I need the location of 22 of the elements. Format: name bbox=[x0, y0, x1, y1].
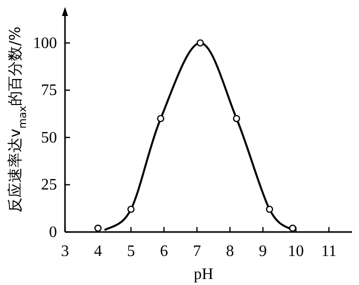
x-tick-label: 10 bbox=[288, 243, 304, 260]
y-tick-label: 50 bbox=[41, 129, 57, 146]
x-axis-title: pH bbox=[194, 266, 214, 283]
x-tick-label: 4 bbox=[94, 243, 102, 260]
y-tick-label: 100 bbox=[33, 34, 57, 52]
x-tick-label: 8 bbox=[226, 243, 234, 260]
point bbox=[289, 224, 296, 232]
x-tick-label: 6 bbox=[160, 243, 168, 260]
point bbox=[196, 39, 204, 47]
x-tick-label: 5 bbox=[126, 243, 135, 260]
y-tick-label: 0 bbox=[49, 224, 57, 241]
point bbox=[127, 206, 135, 213]
point bbox=[157, 114, 164, 122]
x-tick-label: 7 bbox=[192, 243, 201, 260]
point bbox=[232, 114, 240, 122]
x-tick-label: 3 bbox=[61, 243, 69, 260]
y-tick-label: 75 bbox=[41, 82, 57, 100]
y-tick-label: 25 bbox=[41, 176, 57, 194]
point bbox=[94, 224, 102, 232]
point bbox=[266, 206, 274, 213]
x-tick-label: 11 bbox=[321, 243, 337, 260]
x-tick-label: 9 bbox=[258, 243, 267, 260]
